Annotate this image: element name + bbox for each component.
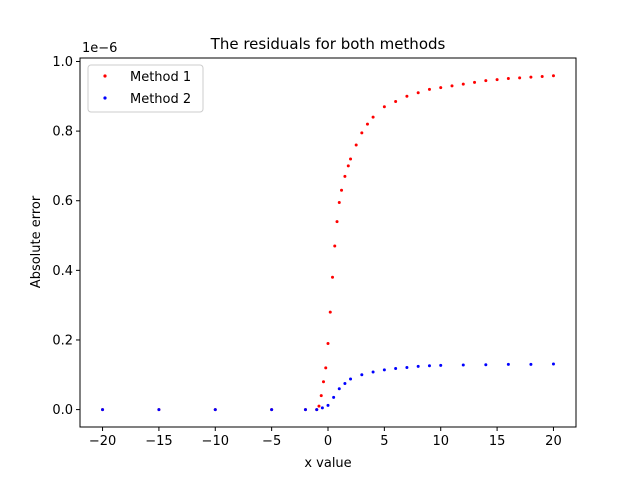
legend-label-method-1: Method 1 [130, 70, 191, 85]
y-tick-label: 1.0 [52, 55, 73, 70]
data-point [213, 408, 217, 412]
data-point [506, 362, 510, 366]
data-point [405, 94, 409, 98]
data-point [529, 362, 533, 366]
x-tick-label: 15 [489, 434, 506, 449]
data-points [101, 74, 555, 412]
data-point [354, 143, 358, 147]
data-point [337, 387, 341, 391]
chart-title: The residuals for both methods [210, 35, 446, 53]
data-point [360, 131, 364, 135]
x-tick-label: 0 [324, 434, 332, 449]
data-point [439, 363, 443, 367]
series-1 [101, 74, 555, 412]
y-axis-label: Absolute error [29, 195, 44, 288]
x-tick-label: −15 [145, 434, 172, 449]
data-point [333, 244, 337, 248]
plot-frame [79, 57, 577, 428]
y-tick-label: 0.4 [52, 264, 73, 279]
data-point [484, 363, 488, 367]
data-point [101, 408, 105, 412]
data-point [270, 408, 274, 412]
data-point [382, 368, 386, 372]
data-point [337, 200, 341, 204]
legend: Method 1 Method 2 [87, 64, 204, 113]
data-point [484, 79, 488, 83]
data-point [461, 82, 465, 86]
data-point [319, 394, 323, 398]
data-point [360, 373, 364, 377]
data-point [551, 362, 555, 366]
data-point [518, 76, 522, 80]
data-point [427, 364, 431, 368]
data-point [343, 174, 347, 178]
data-point [427, 87, 431, 91]
data-point [551, 74, 555, 78]
data-point [324, 366, 328, 370]
data-point [343, 381, 347, 385]
x-tick-label: 10 [432, 434, 449, 449]
x-tick-label: 5 [380, 434, 388, 449]
x-tick-label: 20 [545, 434, 562, 449]
data-point [495, 78, 499, 82]
data-point [394, 100, 398, 104]
data-point [450, 84, 454, 88]
data-point [416, 91, 420, 95]
series-2 [101, 362, 555, 412]
data-point [303, 408, 307, 412]
data-point [473, 80, 477, 84]
data-point [394, 367, 398, 371]
data-point [331, 275, 335, 279]
legend-box [87, 64, 204, 113]
data-point [540, 74, 544, 78]
y-tick-label: 0.2 [52, 333, 73, 348]
y-tick-label: 0.8 [52, 125, 73, 140]
data-point [349, 377, 353, 381]
data-point [346, 164, 350, 168]
data-point [315, 408, 319, 412]
y-tick-label: 0.0 [52, 403, 73, 418]
x-tick-label: −5 [262, 434, 281, 449]
data-point [340, 188, 344, 192]
data-point [439, 86, 443, 90]
legend-label-method-2: Method 2 [130, 92, 191, 107]
data-point [317, 404, 321, 408]
data-point [416, 364, 420, 368]
data-point [382, 105, 386, 109]
legend-marker-method-2 [103, 96, 107, 100]
data-point [365, 122, 369, 126]
y-axis-multiplier: 1e−6 [82, 41, 117, 56]
data-point [335, 220, 339, 224]
x-tick-label: −20 [89, 434, 116, 449]
data-point [320, 406, 324, 410]
data-point [371, 370, 375, 374]
x-tick-label: −10 [202, 434, 229, 449]
data-point [332, 395, 336, 399]
x-axis-label: x value [304, 456, 351, 471]
data-point [326, 341, 330, 345]
data-point [461, 363, 465, 367]
y-tick-label: 0.6 [52, 194, 73, 209]
data-point [157, 408, 161, 412]
data-point [321, 380, 325, 384]
legend-marker-method-1 [103, 74, 107, 78]
data-point [405, 365, 409, 369]
data-point [328, 310, 332, 314]
data-point [326, 403, 330, 407]
data-point [506, 77, 510, 81]
data-point [371, 115, 375, 119]
axes-ticks: −20 −15 −10 −5 0 5 10 15 20 0.0 0.2 0.4 0.6 0.8 1.0 [52, 55, 561, 449]
data-point [349, 157, 353, 161]
data-point [529, 75, 533, 79]
